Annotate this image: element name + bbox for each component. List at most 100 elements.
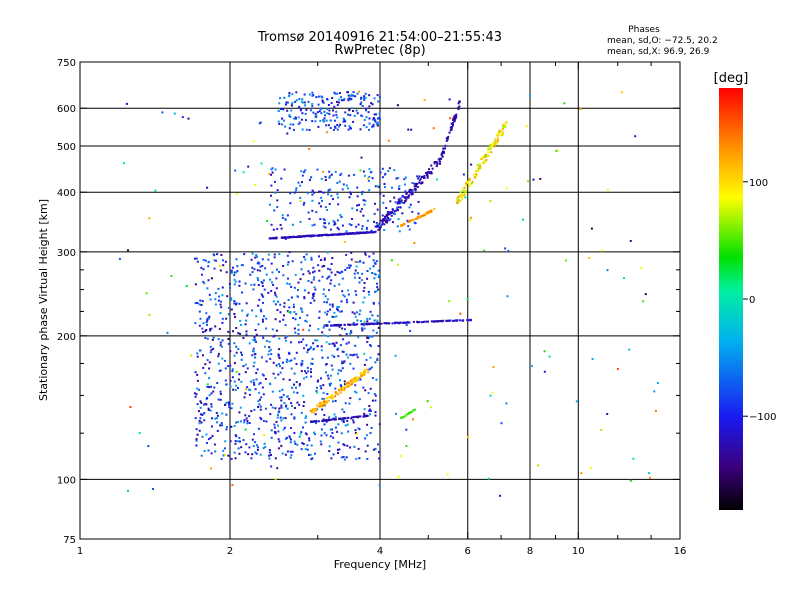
- data-point: [345, 333, 348, 335]
- data-point: [279, 396, 282, 399]
- data-point: [308, 93, 311, 96]
- data-point: [344, 402, 347, 405]
- data-point: [478, 167, 481, 170]
- data-point: [363, 174, 366, 177]
- data-point: [317, 103, 320, 106]
- data-point: [243, 421, 246, 424]
- data-point: [207, 407, 210, 410]
- data-point: [320, 234, 323, 237]
- data-point: [243, 253, 246, 256]
- data-point: [280, 406, 283, 409]
- data-point: [242, 171, 245, 174]
- data-point: [348, 191, 351, 194]
- data-point: [333, 105, 336, 108]
- data-point: [211, 417, 213, 420]
- data-point: [326, 298, 329, 301]
- data-point: [465, 184, 467, 187]
- data-point: [273, 237, 276, 240]
- data-point: [416, 175, 419, 178]
- data-point: [269, 413, 272, 416]
- data-point: [253, 408, 256, 411]
- data-point: [328, 176, 331, 179]
- data-point: [309, 324, 311, 327]
- data-point: [237, 348, 240, 351]
- data-point: [352, 421, 355, 424]
- data-point: [295, 313, 298, 316]
- data-point: [369, 356, 372, 359]
- data-point: [354, 95, 357, 98]
- data-point: [503, 124, 506, 127]
- data-point: [312, 111, 315, 114]
- data-point: [240, 446, 243, 449]
- data-point: [403, 321, 406, 324]
- data-point: [341, 290, 344, 293]
- data-point: [332, 109, 334, 112]
- data-point: [369, 344, 372, 347]
- data-point: [466, 180, 469, 183]
- data-point: [296, 391, 299, 394]
- data-point: [232, 266, 234, 269]
- data-point: [208, 361, 211, 364]
- data-point: [204, 372, 207, 375]
- data-point: [352, 301, 355, 304]
- data-point: [303, 377, 305, 380]
- data-point: [321, 331, 324, 334]
- data-point: [342, 338, 345, 341]
- data-point: [491, 142, 494, 145]
- data-point: [251, 453, 254, 456]
- data-point: [404, 190, 407, 193]
- data-point: [207, 279, 210, 282]
- data-point: [396, 207, 398, 210]
- data-point: [289, 311, 292, 314]
- data-point: [258, 122, 261, 125]
- data-point: [344, 328, 346, 331]
- data-point: [367, 179, 370, 182]
- data-point: [206, 323, 208, 326]
- data-point: [323, 257, 326, 260]
- data-point: [495, 134, 498, 137]
- data-point: [208, 317, 210, 320]
- data-point: [314, 413, 317, 416]
- data-point: [358, 276, 361, 279]
- data-point: [235, 327, 238, 329]
- data-point: [448, 300, 451, 303]
- data-point: [340, 300, 343, 303]
- data-point: [250, 283, 253, 286]
- data-point: [360, 231, 363, 234]
- data-point: [354, 290, 357, 293]
- data-point: [308, 437, 311, 440]
- data-point: [347, 385, 350, 388]
- data-point: [268, 340, 271, 343]
- data-point: [276, 206, 279, 208]
- data-point: [299, 433, 302, 436]
- data-point: [496, 137, 499, 140]
- data-point: [245, 302, 248, 305]
- data-point: [312, 266, 315, 269]
- data-point: [348, 97, 351, 100]
- data-point: [255, 315, 258, 318]
- data-point: [243, 396, 246, 399]
- data-point: [377, 185, 380, 188]
- data-point: [200, 454, 203, 457]
- data-point: [253, 353, 256, 356]
- data-point: [358, 203, 360, 206]
- data-point: [357, 447, 360, 450]
- data-point: [235, 302, 238, 305]
- colorbar-tick-label: 100: [749, 178, 768, 189]
- data-point: [374, 185, 377, 188]
- data-point: [235, 345, 238, 348]
- data-point: [326, 251, 329, 254]
- data-point: [367, 111, 370, 114]
- data-point: [360, 373, 363, 376]
- data-point: [260, 396, 263, 399]
- data-point: [343, 458, 346, 461]
- data-point: [284, 125, 287, 128]
- data-point: [397, 176, 400, 179]
- data-point: [350, 258, 353, 261]
- data-point: [362, 170, 365, 173]
- data-point: [325, 420, 328, 423]
- data-point: [361, 327, 363, 330]
- data-point: [274, 407, 277, 410]
- data-point: [336, 193, 339, 196]
- data-point: [237, 447, 240, 450]
